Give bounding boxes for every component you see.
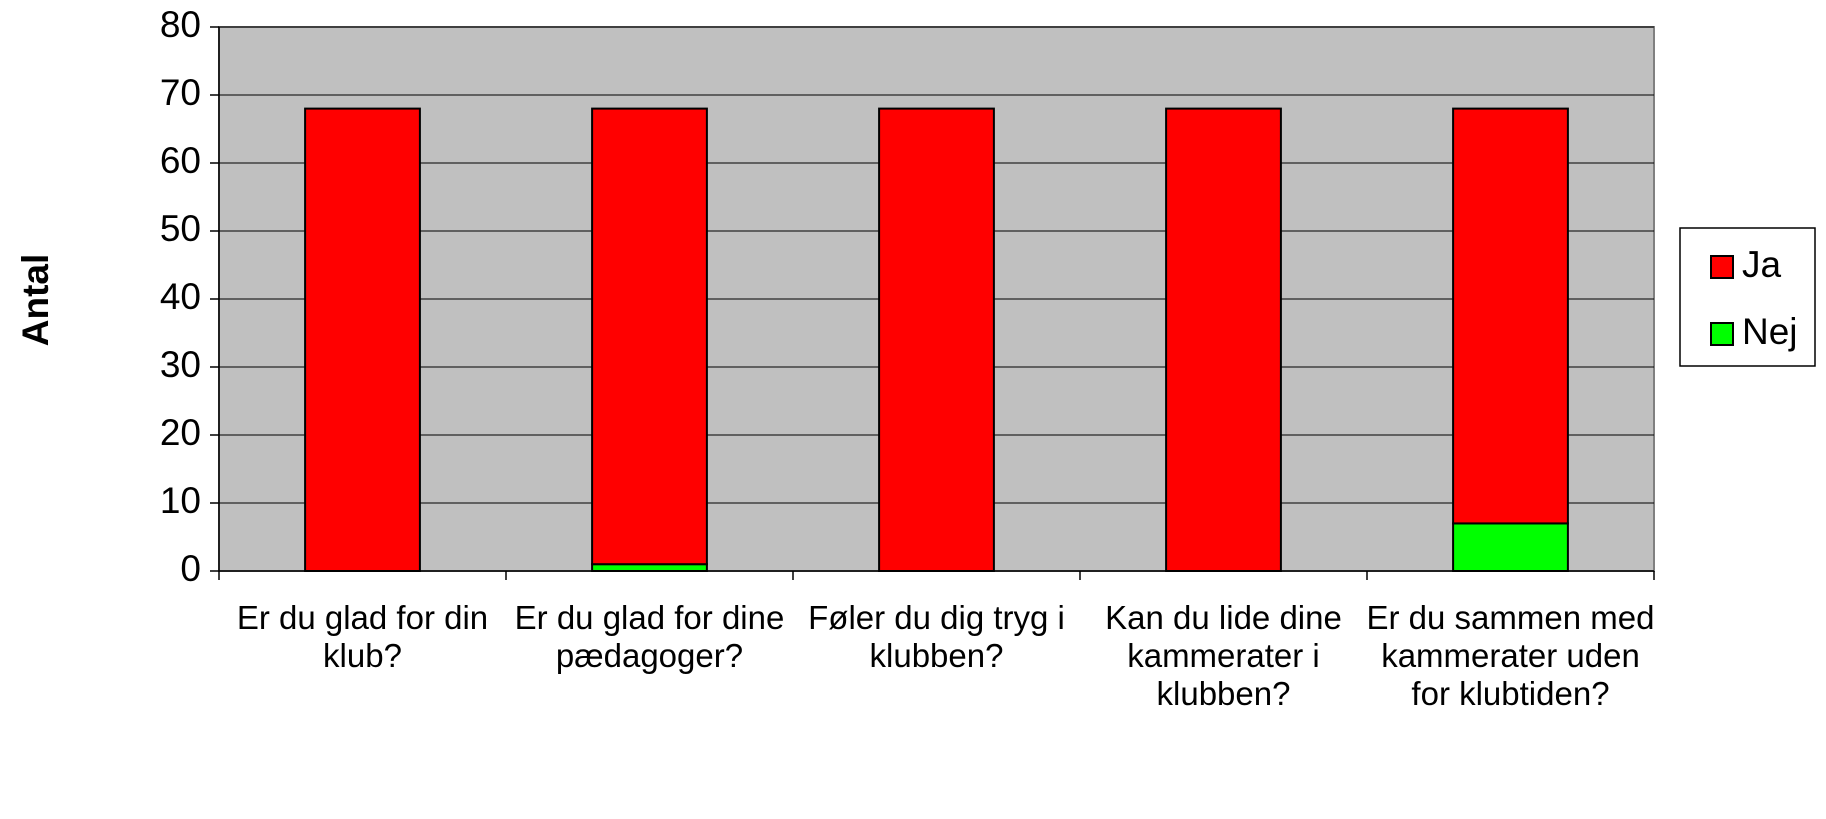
legend-swatch [1710, 255, 1734, 279]
legend-box [1679, 227, 1816, 367]
y-tick-label: 80 [160, 4, 201, 45]
bar-segment [591, 107, 708, 566]
y-tick-label: 50 [160, 208, 201, 249]
y-tick-label: 0 [180, 548, 201, 589]
x-tick-label: Føler du dig tryg i klubben? [808, 599, 1065, 674]
legend-swatch [1710, 322, 1734, 346]
y-tick-label: 70 [160, 72, 201, 113]
bar-segment [304, 107, 421, 572]
x-tick-label: Kan du lide dine kammerater i klubben? [1105, 599, 1342, 712]
bar-segment [1165, 107, 1282, 572]
bar-segment [1452, 107, 1569, 525]
x-tick-label: Er du glad for dine pædagoger? [514, 599, 785, 674]
y-tick-label: 20 [160, 412, 201, 453]
y-tick-label: 30 [160, 344, 201, 385]
bar-segment [1452, 522, 1569, 573]
bar-segment [591, 563, 708, 573]
y-tick-label: 40 [160, 276, 201, 317]
y-tick-label: 10 [160, 480, 201, 521]
bar-segment [878, 107, 995, 572]
x-tick-label: Er du sammen med kammerater uden for klu… [1366, 599, 1655, 712]
y-axis-label: Antal [15, 254, 56, 347]
x-tick-label: Er du glad for din klub? [236, 599, 489, 674]
legend-label: Nej [1742, 311, 1798, 352]
legend-label: Ja [1742, 244, 1782, 285]
y-tick-label: 60 [160, 140, 201, 181]
